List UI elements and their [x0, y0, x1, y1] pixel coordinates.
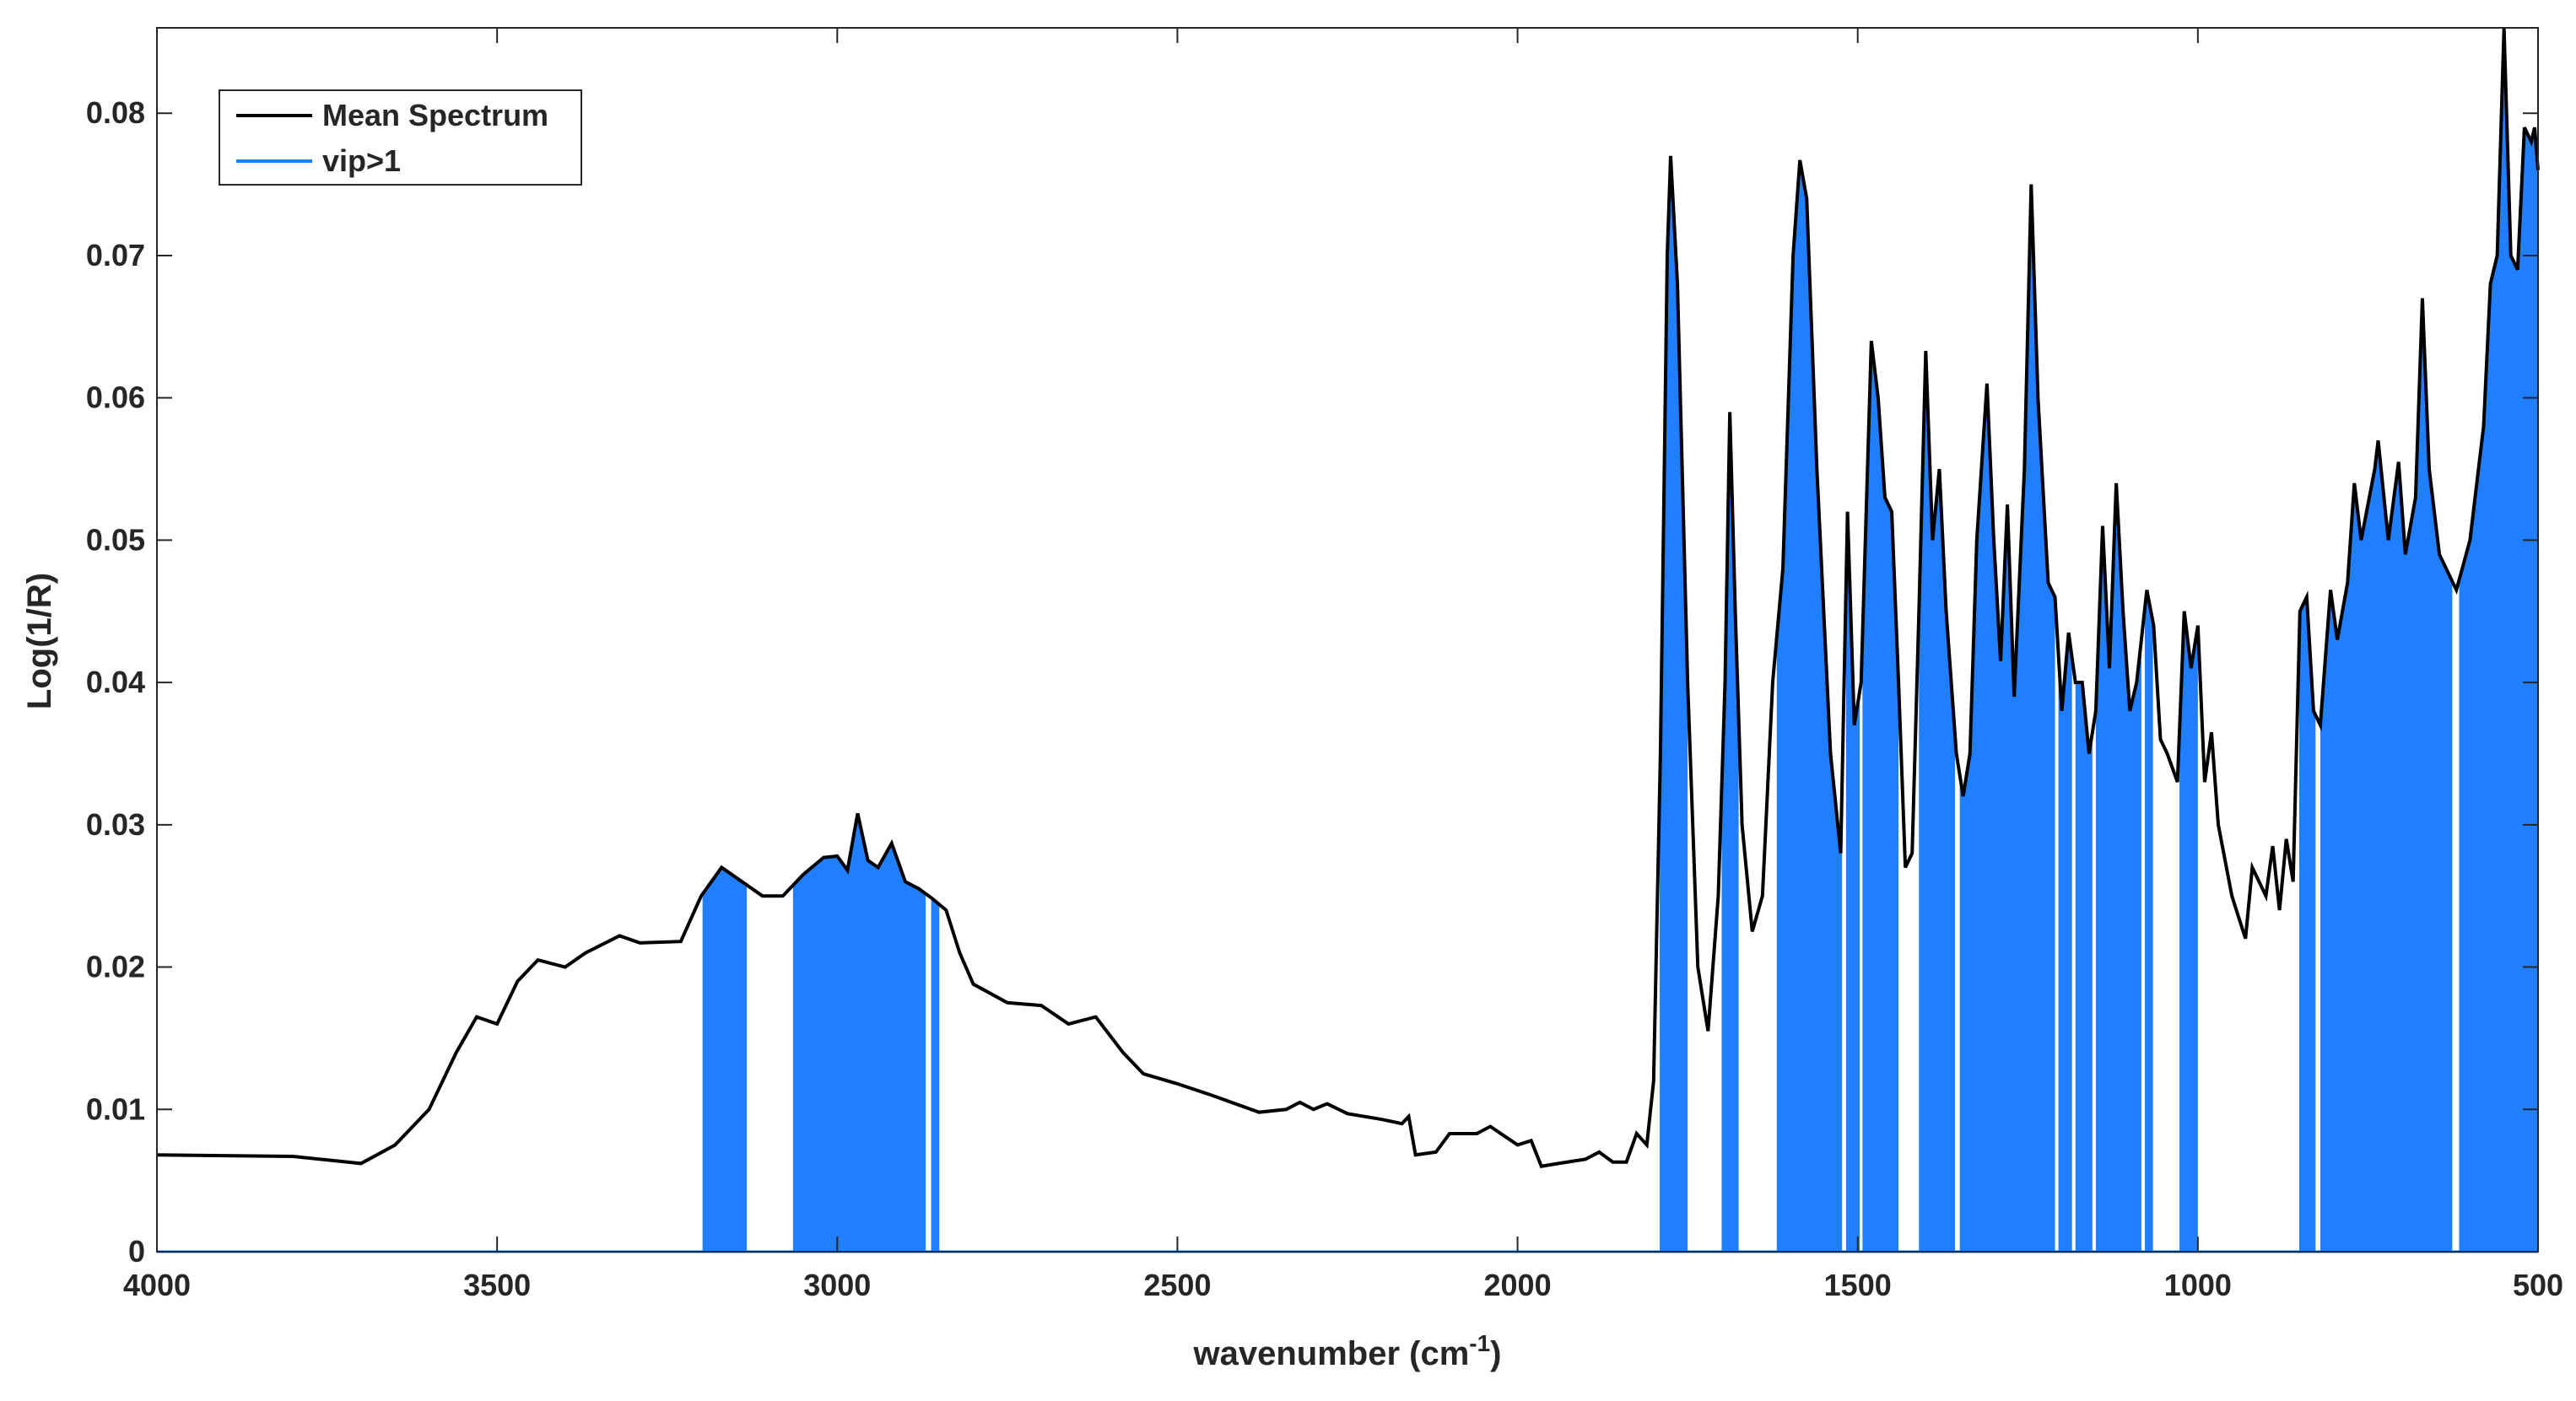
y-tick-label: 0.05 [86, 522, 145, 557]
vip-region [1862, 341, 1899, 1252]
vip-region [2459, 28, 2538, 1252]
vip-region [2058, 633, 2072, 1252]
vip-region [1776, 159, 1843, 1253]
vip-region [702, 867, 748, 1252]
vip-region [1660, 155, 1688, 1252]
x-tick-label: 1500 [1824, 1268, 1892, 1302]
vip-region [2179, 611, 2198, 1252]
vip-region [931, 897, 940, 1252]
vip-region [1919, 350, 1956, 1252]
y-tick-label: 0.04 [86, 665, 145, 699]
x-tick-label: 3500 [463, 1268, 531, 1302]
vip-region [2095, 482, 2141, 1252]
plot: 4000 3500 3000 2500 2000 1500 1000 500 0 0.01 0.02… [86, 27, 2563, 1302]
fills [702, 28, 2538, 1253]
vip-region [1959, 184, 2055, 1252]
x-tick-label: 2500 [1143, 1268, 1211, 1302]
x-label-text: wavenumber (cm [1192, 1335, 1469, 1372]
vip-region [2298, 596, 2316, 1252]
y-tick-label: 0.01 [86, 1091, 145, 1126]
x-tick-label: 2000 [1484, 1268, 1552, 1302]
x-tick-label: 1000 [2164, 1268, 2232, 1302]
y-tick-label: 0.03 [86, 807, 145, 842]
x-tick-label: 4000 [123, 1268, 191, 1302]
y-tick-label: 0.02 [86, 950, 145, 984]
vip-region [2144, 590, 2153, 1252]
legend-label: Mean Spectrum [322, 98, 548, 132]
axes-frame [156, 27, 2539, 1253]
vip-region [1721, 412, 1739, 1252]
x-tick-label: 3000 [803, 1268, 871, 1302]
y-tick-label: 0.06 [86, 380, 145, 415]
x-tick-label: 500 [2513, 1268, 2563, 1302]
x-axis-label: wavenumber (cm-1) [1192, 1330, 1501, 1372]
spectrum-line [156, 27, 2540, 1169]
legend-label: vip>1 [322, 143, 401, 178]
y-tick-label: 0.07 [86, 238, 145, 272]
vip-region [1846, 511, 1860, 1252]
y-tick-label: 0 [128, 1234, 145, 1269]
legend-box [219, 89, 582, 186]
vip-region [792, 813, 926, 1252]
vip-region [2319, 298, 2453, 1252]
y-tick-label: 0.08 [86, 95, 145, 130]
vip-region [2075, 682, 2093, 1252]
x-label-close: ) [1490, 1335, 1501, 1372]
y-axis-label: Log(1/R) [21, 573, 58, 709]
x-label-sup: -1 [1469, 1330, 1490, 1356]
